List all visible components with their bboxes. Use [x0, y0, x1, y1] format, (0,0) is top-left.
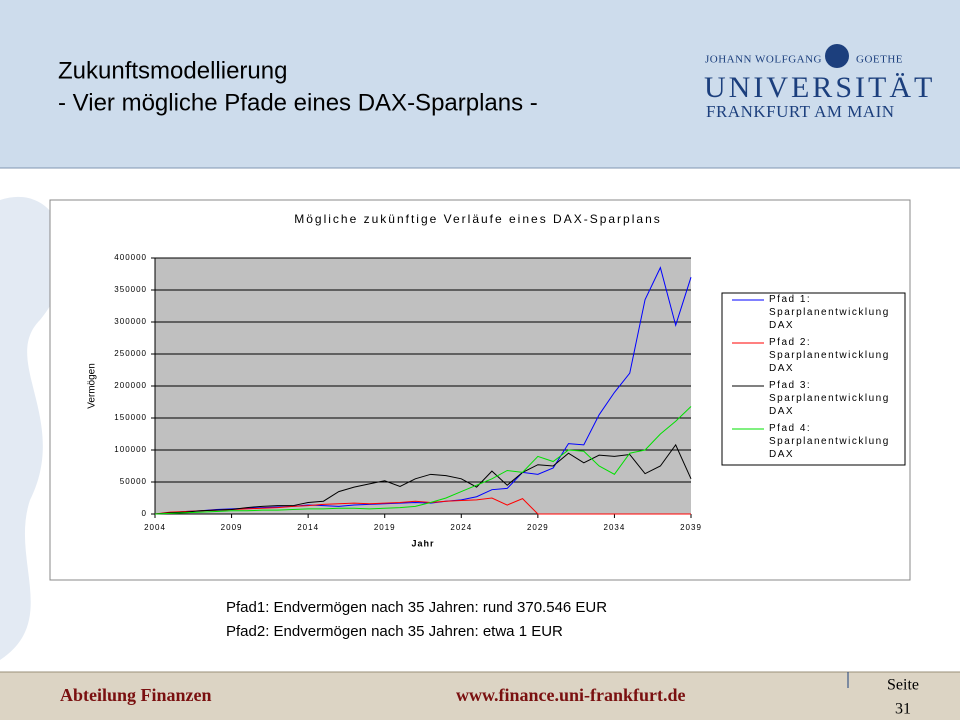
logo-text: FRANKFURT AM MAIN — [706, 102, 895, 121]
y-tick-label: 50000 — [120, 477, 147, 486]
y-tick-label: 300000 — [114, 317, 147, 326]
chart-title: Mögliche zukünftige Verläufe eines DAX-S… — [294, 212, 662, 226]
x-tick-label: 2019 — [374, 523, 396, 532]
y-tick-label: 400000 — [114, 253, 147, 262]
page-label: Seite — [887, 677, 919, 694]
page-number: 31 — [895, 701, 911, 718]
y-tick-label: 250000 — [114, 349, 147, 358]
logo-text: UNIVERSITÄT — [704, 71, 935, 104]
legend-label: Pfad 3: Sparplanentwicklung DAX — [769, 380, 890, 417]
plot: 0 50000 100000 150000 200000 250000 300000 3500… — [114, 253, 702, 532]
legend-label: Pfad 1: Sparplanentwicklung DAX — [769, 294, 890, 331]
y-tick-label: 0 — [142, 509, 147, 518]
legend-frame — [721, 292, 906, 466]
legend-entry: Pfad 2: Sparplanentwicklung DAX — [769, 337, 890, 374]
logo: JOHANN WOLFGANG GOETHE UNIVERSITÄT FRANK… — [704, 44, 935, 121]
y-tick-label: 100000 — [114, 445, 147, 454]
legend-entry: Pfad 4: Sparplanentwicklung DAX — [769, 423, 890, 460]
x-tick-label: 2009 — [221, 523, 243, 532]
series-line — [154, 406, 692, 515]
x-tick-label: 2024 — [450, 523, 472, 532]
title: Zukunftsmodellierung — [58, 57, 287, 84]
legend-label: Pfad 2: Sparplanentwicklung DAX — [769, 337, 890, 374]
x-tick-label: 2034 — [604, 523, 626, 532]
logo-text: JOHANN WOLFGANG — [705, 54, 822, 66]
subtitle: - Vier mögliche Pfade eines DAX-Sparplan… — [58, 89, 538, 116]
x-tick-label: 2039 — [680, 523, 702, 532]
legend-entry: Pfad 3: Sparplanentwicklung DAX — [769, 380, 890, 417]
y-tick-label: 200000 — [114, 381, 147, 390]
footer-department: Abteilung Finanzen — [60, 685, 212, 705]
note: Pfad2: Endvermögen nach 35 Jahren: etwa … — [226, 623, 563, 640]
note: Pfad1: Endvermögen nach 35 Jahren: rund … — [226, 599, 607, 616]
legend-entry: Pfad 1: Sparplanentwicklung DAX — [769, 294, 890, 331]
x-axis-label: Jahr — [411, 538, 434, 548]
series-line — [154, 497, 691, 515]
footer-url: www.finance.uni-frankfurt.de — [456, 685, 686, 705]
header-band — [0, 0, 960, 168]
y-tick-label: 150000 — [114, 413, 147, 422]
y-axis-label: Vermögen — [87, 363, 98, 409]
x-tick-label: 2014 — [297, 523, 319, 532]
logo-text: GOETHE — [856, 54, 903, 66]
x-tick-label: 2004 — [144, 523, 166, 532]
x-tick-label: 2029 — [527, 523, 549, 532]
legend: Pfad 1: Sparplanentwicklung DAX Pfad 2: S… — [732, 294, 890, 460]
legend-label: Pfad 4: Sparplanentwicklung DAX — [769, 423, 890, 460]
series-line — [154, 443, 692, 515]
y-tick-label: 350000 — [114, 285, 147, 294]
logo-emblem — [825, 44, 849, 68]
decoration — [0, 196, 66, 661]
footer-band — [0, 672, 960, 720]
